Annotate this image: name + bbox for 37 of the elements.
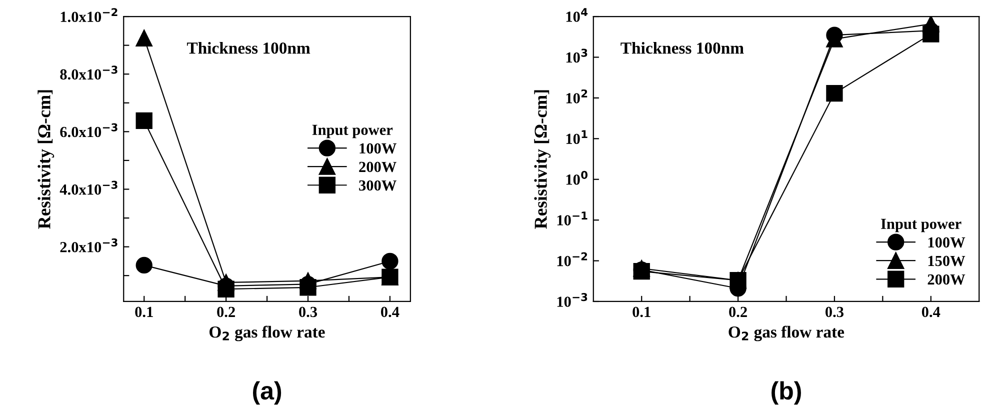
x-tick-label: 0.4 [922, 306, 940, 318]
y-tick-label: 8.0x10$^{−3}$ [60, 66, 118, 80]
text: (b) [772, 381, 801, 405]
y-tick-label: 10$^{4}$ [566, 8, 588, 22]
x-tick-label: 0.4 [380, 306, 400, 318]
x-tick-label: 0.2 [217, 306, 235, 318]
legend-title: Input power [312, 124, 393, 138]
y-axis-title: Resistivity [Ω-cm] [38, 90, 54, 229]
legend-label: 300W [359, 180, 396, 191]
y-tick-label: 1.0x10$^{−2}$ [60, 8, 118, 22]
legend-label: 200W [359, 162, 396, 172]
legend-label: 100W [928, 237, 966, 248]
annotation: Thickness 100nm [186, 42, 310, 54]
x-tick-label: 0.1 [135, 306, 153, 318]
legend-label: 150W [928, 256, 966, 266]
x-tick-label: 0.1 [632, 306, 650, 318]
x-axis-title: O$_{2}$ gas flow rate [210, 326, 325, 342]
y-tick-label: 10$^{1}$ [566, 130, 588, 144]
annotation: Thickness 100nm [620, 42, 744, 54]
y-tick-label: 6.0x10$^{−3}$ [60, 123, 118, 138]
y-tick-label: 10$^{−3}$ [557, 292, 588, 307]
legend-label: 100W [360, 143, 396, 154]
y-tick-label: 10$^{3}$ [566, 48, 588, 63]
text: (a) [253, 381, 282, 405]
legend-title: Input power [881, 218, 962, 232]
y-tick-label: 10$^{0}$ [566, 170, 588, 185]
x-axis-title: O$_{2}$ gas flow rate [728, 326, 844, 342]
legend-label: 200W [928, 274, 966, 285]
y-axis-title: Resistivity [Ω-cm] [534, 90, 551, 229]
y-tick-label: 10$^{2}$ [566, 89, 588, 104]
x-tick-label: 0.3 [826, 306, 844, 318]
y-tick-label: 2.0x10$^{−3}$ [60, 238, 118, 252]
y-tick-label: 10$^{−2}$ [557, 252, 588, 266]
x-tick-label: 0.2 [729, 306, 747, 318]
y-tick-label: 4.0x10$^{−3}$ [60, 180, 118, 195]
x-tick-label: 0.3 [299, 306, 318, 318]
y-tick-label: 10$^{−1}$ [557, 212, 588, 226]
